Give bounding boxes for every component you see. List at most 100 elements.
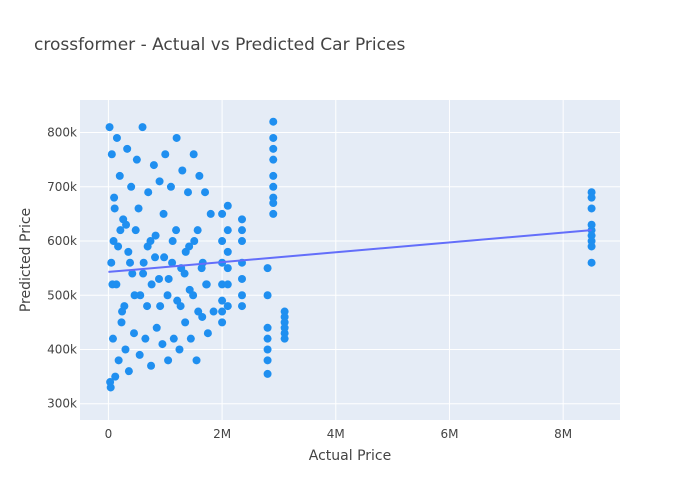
data-point xyxy=(124,367,133,376)
data-point xyxy=(141,334,150,343)
data-point xyxy=(159,209,168,218)
data-point xyxy=(109,237,118,246)
data-point xyxy=(108,334,117,343)
data-point xyxy=(123,144,132,153)
x-tick-label: 8M xyxy=(554,427,572,441)
x-tick-label: 2M xyxy=(213,427,231,441)
data-point xyxy=(152,323,161,332)
data-point xyxy=(114,356,123,365)
data-point xyxy=(130,329,138,338)
data-point xyxy=(218,280,227,289)
y-tick-label: 300k xyxy=(47,397,77,411)
y-axis-title: Predicted Price xyxy=(18,208,34,312)
chart-title: crossformer - Actual vs Predicted Car Pr… xyxy=(34,35,405,55)
data-point xyxy=(124,247,133,256)
data-point xyxy=(263,369,272,378)
data-point xyxy=(189,150,198,159)
data-point xyxy=(116,226,125,235)
y-tick-label: 700k xyxy=(47,180,77,194)
data-point xyxy=(147,280,156,289)
data-point xyxy=(194,307,203,316)
x-tick-label: 4M xyxy=(327,427,345,441)
data-point xyxy=(121,345,130,354)
data-point xyxy=(146,237,155,246)
data-point xyxy=(223,226,232,235)
data-point xyxy=(151,253,160,262)
data-point xyxy=(223,201,232,210)
grid xyxy=(80,100,620,420)
data-point xyxy=(209,307,218,316)
data-point xyxy=(192,356,201,365)
data-point xyxy=(156,302,165,311)
data-point xyxy=(168,258,177,267)
trend-line xyxy=(108,229,592,273)
y-tick-label: 400k xyxy=(47,342,77,356)
data-point xyxy=(269,199,278,208)
data-point xyxy=(203,329,212,338)
data-point xyxy=(269,117,278,126)
data-point xyxy=(166,182,175,191)
data-point xyxy=(130,291,139,300)
data-point xyxy=(126,258,135,267)
data-point xyxy=(186,334,195,343)
data-point xyxy=(197,264,206,273)
x-tick-label: 6M xyxy=(440,427,458,441)
data-point xyxy=(218,209,227,218)
data-point xyxy=(263,291,272,300)
data-point xyxy=(269,155,278,164)
data-point xyxy=(206,209,215,218)
data-point xyxy=(175,345,184,354)
data-point xyxy=(139,258,148,267)
data-point xyxy=(269,144,278,153)
data-point xyxy=(107,150,116,159)
data-points xyxy=(105,117,596,392)
data-point xyxy=(149,161,158,170)
data-point xyxy=(132,155,141,164)
data-point xyxy=(105,123,114,132)
data-point xyxy=(164,274,173,283)
data-point xyxy=(111,372,120,381)
data-point xyxy=(238,226,246,235)
data-point xyxy=(181,318,190,327)
y-tick-label: 800k xyxy=(47,126,77,140)
x-axis-title: Actual Price xyxy=(309,448,391,464)
data-point xyxy=(106,378,115,387)
data-point xyxy=(189,291,198,300)
data-point xyxy=(263,345,272,354)
data-point xyxy=(238,215,246,224)
data-point xyxy=(263,334,272,343)
data-point xyxy=(178,166,187,175)
data-point xyxy=(158,340,167,349)
trend-line-group xyxy=(108,229,592,273)
data-point xyxy=(172,226,181,235)
data-point xyxy=(134,204,143,213)
data-point xyxy=(169,334,178,343)
data-point xyxy=(151,231,160,240)
data-point xyxy=(115,171,124,180)
axis-ticks: 0 2M 4M 6M 8M 300k 400k 500k 600k 700k 800k xyxy=(47,126,572,441)
data-point xyxy=(144,188,153,197)
data-point xyxy=(117,318,126,327)
data-point xyxy=(218,307,227,316)
data-point xyxy=(263,264,272,273)
data-point xyxy=(269,209,278,218)
data-point xyxy=(238,302,246,311)
data-point xyxy=(180,269,189,278)
data-point xyxy=(195,171,204,180)
data-point xyxy=(184,188,192,197)
data-point xyxy=(201,188,210,197)
data-point xyxy=(202,280,211,289)
data-point xyxy=(176,302,185,311)
data-point xyxy=(238,237,246,246)
data-point xyxy=(160,253,169,262)
data-point xyxy=(118,307,127,316)
data-point xyxy=(135,350,144,359)
data-point xyxy=(269,182,278,191)
data-point xyxy=(238,291,246,300)
data-point xyxy=(280,334,289,343)
data-point xyxy=(587,204,596,213)
data-point xyxy=(163,291,172,300)
data-point xyxy=(172,133,181,142)
data-point xyxy=(168,237,177,246)
data-point xyxy=(147,361,156,370)
